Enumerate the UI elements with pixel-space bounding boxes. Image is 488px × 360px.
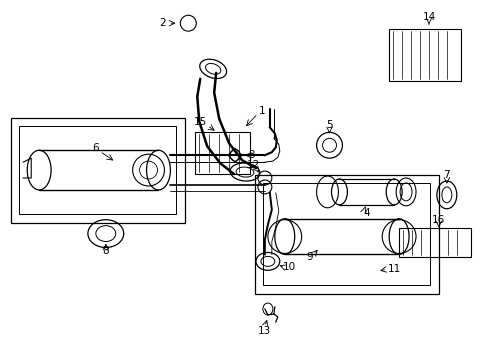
Text: 2: 2 [159, 18, 165, 28]
Text: 8: 8 [102, 247, 109, 256]
Bar [254, 175, 438, 294]
Bar [195, 132, 249, 174]
Text: 16: 16 [431, 215, 445, 225]
Bar [11, 118, 185, 223]
Text: 5: 5 [325, 121, 332, 130]
Bar [388, 29, 460, 81]
Text: 9: 9 [305, 252, 312, 262]
Text: 14: 14 [422, 12, 435, 22]
Text: 6: 6 [92, 143, 99, 153]
Text: 7: 7 [443, 170, 449, 180]
Text: 3: 3 [248, 150, 255, 160]
Text: 15: 15 [193, 117, 206, 127]
Text: 4: 4 [362, 208, 369, 218]
Text: 12: 12 [246, 160, 259, 170]
Text: 1: 1 [258, 105, 264, 116]
Text: 11: 11 [386, 264, 400, 274]
Text: 10: 10 [283, 262, 296, 272]
Text: 13: 13 [258, 326, 271, 336]
Bar [19, 126, 176, 214]
Bar [398, 228, 470, 257]
Bar [263, 183, 429, 285]
